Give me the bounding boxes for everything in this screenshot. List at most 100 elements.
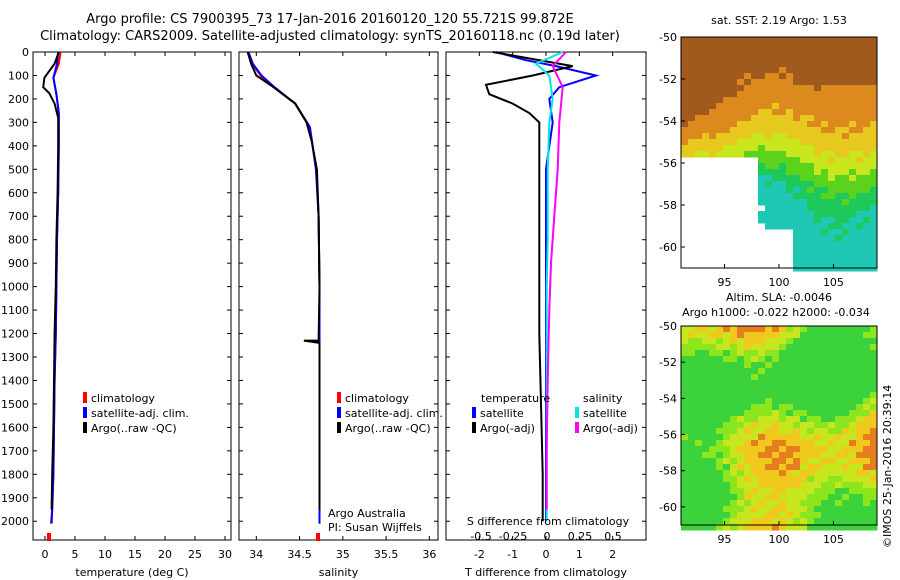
sst-map-cell bbox=[758, 187, 766, 194]
sla-map-cell bbox=[814, 518, 822, 525]
sla-map-cell bbox=[688, 452, 696, 459]
sst-map-cell bbox=[814, 139, 822, 146]
sla-map-cell bbox=[856, 512, 864, 519]
sst-map-cell bbox=[800, 127, 808, 134]
sla-map-cell bbox=[800, 500, 808, 507]
sla-map-cell bbox=[849, 506, 857, 513]
sst-map-cell bbox=[709, 97, 717, 104]
sla-map-cell bbox=[702, 350, 710, 357]
sla-map-cell bbox=[681, 464, 689, 471]
sst-map-cell bbox=[870, 127, 878, 134]
sla-map-cell bbox=[849, 398, 857, 405]
sst-map-cell bbox=[765, 103, 773, 110]
sla-map-cell bbox=[856, 404, 864, 411]
sla-map-cell bbox=[842, 392, 850, 399]
sla-map-cell bbox=[723, 398, 731, 405]
sla-xtick-label: 95 bbox=[718, 533, 732, 546]
sla-map-cell bbox=[779, 398, 787, 405]
sla-map-cell bbox=[786, 428, 794, 435]
depth-tick-label: 400 bbox=[8, 140, 29, 153]
sla-map-cell bbox=[709, 518, 717, 525]
sla-map-cell bbox=[758, 512, 766, 519]
sla-map-cell bbox=[744, 326, 752, 333]
sla-map-cell bbox=[744, 338, 752, 345]
sst-map-cell bbox=[849, 253, 857, 260]
sla-map-cell bbox=[737, 344, 745, 351]
sst-map-cell bbox=[758, 181, 766, 188]
sst-map-cell bbox=[765, 79, 773, 86]
sla-map-cell bbox=[681, 362, 689, 369]
sla-map-cell bbox=[681, 518, 689, 525]
sla-map-cell bbox=[814, 338, 822, 345]
sst-map-cell bbox=[849, 109, 857, 116]
sst-map-cell bbox=[814, 199, 822, 206]
depth-tick-label: 700 bbox=[8, 210, 29, 223]
sla-map-cell bbox=[702, 416, 710, 423]
sla-map-cell bbox=[709, 398, 717, 405]
sla-map-cell bbox=[772, 458, 780, 465]
sst-map-cell bbox=[821, 199, 829, 206]
sst-map-cell bbox=[779, 43, 787, 50]
sst-map-cell bbox=[821, 91, 829, 98]
sst-map-cell bbox=[800, 205, 808, 212]
sla-map-cell bbox=[695, 422, 703, 429]
sla-map-cell bbox=[793, 446, 801, 453]
sst-map-cell bbox=[814, 85, 822, 92]
sst-map-cell bbox=[814, 37, 822, 44]
sla-map-cell bbox=[835, 464, 843, 471]
sla-map-cell bbox=[758, 494, 766, 501]
sst-map-cell bbox=[800, 193, 808, 200]
sla-map-cell bbox=[786, 524, 794, 531]
sst-map-cell bbox=[842, 67, 850, 74]
sla-map-cell bbox=[744, 488, 752, 495]
salinity-legend-label: climatology bbox=[345, 392, 409, 405]
sla-map-cell bbox=[807, 344, 815, 351]
sst-map-cell bbox=[849, 181, 857, 188]
sla-map-cell bbox=[814, 326, 822, 333]
sla-map-cell bbox=[814, 458, 822, 465]
sst-map-cell bbox=[709, 91, 717, 98]
salinity-xtick-label: 34 bbox=[249, 548, 263, 561]
sst-map-cell bbox=[737, 139, 745, 146]
sla-map-cell bbox=[709, 368, 717, 375]
sst-map-cell bbox=[786, 109, 794, 116]
sla-map-cell bbox=[695, 368, 703, 375]
sst-map-cell bbox=[870, 223, 878, 230]
diff-temperature-legend-swatch bbox=[472, 407, 476, 418]
sla-map-cell bbox=[765, 488, 773, 495]
sst-map-cell bbox=[807, 121, 815, 128]
sla-map-cell bbox=[786, 368, 794, 375]
sla-map-cell bbox=[709, 356, 717, 363]
depth-tick-label: 300 bbox=[8, 116, 29, 129]
sst-map-cell bbox=[814, 145, 822, 152]
sla-map-cell bbox=[758, 488, 766, 495]
sla-map-cell bbox=[807, 398, 815, 405]
sla-map-cell bbox=[702, 392, 710, 399]
sst-map-cell bbox=[835, 259, 843, 266]
sst-map-cell bbox=[758, 151, 766, 158]
sla-map-cell bbox=[723, 332, 731, 339]
sst-map-cell bbox=[772, 115, 780, 122]
sla-map-cell bbox=[702, 500, 710, 507]
sst-map-cell bbox=[800, 115, 808, 122]
sla-map-cell bbox=[737, 482, 745, 489]
sst-map-cell bbox=[807, 103, 815, 110]
sla-map-cell bbox=[807, 368, 815, 375]
sla-map-cell bbox=[730, 494, 738, 501]
sla-map-cell bbox=[681, 326, 689, 333]
sla-map-cell bbox=[863, 524, 871, 531]
sla-map-cell bbox=[681, 374, 689, 381]
sla-map-cell bbox=[695, 344, 703, 351]
sst-map-cell bbox=[849, 85, 857, 92]
sla-map-cell bbox=[779, 350, 787, 357]
sla-map-cell bbox=[842, 494, 850, 501]
sla-map-cell bbox=[702, 422, 710, 429]
sla-map-cell bbox=[863, 344, 871, 351]
sst-map-cell bbox=[702, 61, 710, 68]
sla-map-cell bbox=[863, 476, 871, 483]
sst-map-cell bbox=[695, 151, 703, 158]
sla-map-cell bbox=[695, 386, 703, 393]
sla-map-cell bbox=[786, 476, 794, 483]
sla-map-cell bbox=[828, 404, 836, 411]
salinity-bottom-marker bbox=[316, 533, 320, 541]
